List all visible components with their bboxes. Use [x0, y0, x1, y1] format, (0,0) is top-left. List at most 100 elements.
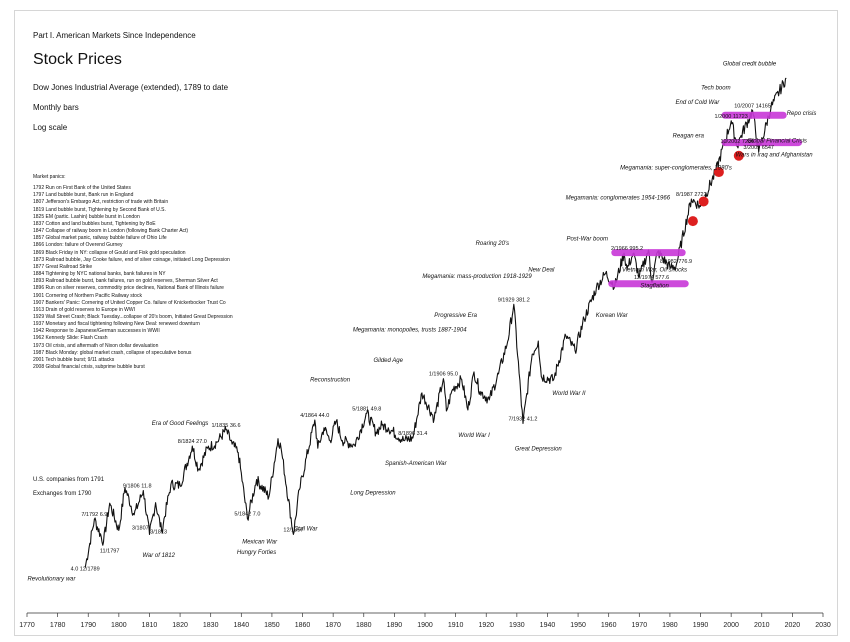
x-tick-label: 1820: [172, 622, 188, 629]
subtitle: Dow Jones Industrial Average (extended),…: [33, 83, 229, 92]
point-label: 7/1932 41.2: [508, 417, 537, 423]
x-tick-label: 1950: [570, 622, 586, 629]
chart-annotation: Global credit bubble: [723, 61, 777, 67]
chart-annotation: Gilded Age: [374, 358, 404, 364]
point-label: 5/1881 49.8: [352, 406, 381, 412]
panic-item: 1877 Great Railroad Strike: [33, 263, 93, 270]
panic-item: 1873 Railroad bubble, Jay Cooke failure,…: [33, 256, 230, 263]
panic-item: 1901 Cornering of Northern Pacific Railw…: [33, 292, 142, 299]
chart-annotation: Megamania: super-conglomerates, 1980's: [620, 166, 732, 172]
market-panics-heading: Market panics:: [33, 174, 66, 180]
point-label: 4.0 12/1789: [71, 567, 100, 573]
x-tick-label: 1790: [80, 622, 96, 629]
point-label: 1/1835 36.6: [211, 423, 240, 429]
panic-item: 1866 London: failure of Overend Gurney: [33, 242, 123, 249]
chart-annotation: Korean War: [596, 313, 629, 319]
x-tick-label: 1900: [417, 622, 433, 629]
chart-annotation: Wars in Iraq and Afghanistan: [735, 153, 813, 159]
point-label: 10/2002 7286: [720, 139, 754, 145]
panic-item: 1929 Wall Street Crash; Black Tuesday...…: [33, 313, 233, 320]
page-title: Stock Prices: [33, 51, 122, 68]
point-label: 11/1797: [100, 549, 119, 555]
x-tick-label: 2000: [723, 622, 739, 629]
panic-item: 1884 Tightening by NYC national banks, b…: [33, 271, 166, 278]
panic-item: 1869 Black Friday in NY: collapse of Gou…: [33, 249, 186, 256]
point-label: 8/1982 776.9: [660, 259, 692, 265]
x-tick-label: 2030: [815, 622, 831, 629]
chart-annotation: Revolutionary war: [27, 576, 76, 582]
panic-item: 1792 Run on First Bank of the United Sta…: [33, 185, 131, 192]
x-tick-label: 1960: [601, 622, 617, 629]
x-tick-label: 1880: [356, 622, 372, 629]
chart-annotation: Era of Good Feelings: [152, 421, 209, 427]
frequency-note: Monthly bars: [33, 103, 79, 112]
chart-annotation: Great Depression: [515, 446, 563, 452]
chart-annotation: Vietnam War, Oil shocks: [622, 268, 687, 274]
point-label: 12/1974 577.6: [634, 275, 669, 281]
panic-item: 1987 Black Monday: global market crash, …: [33, 349, 192, 356]
point-label: 8/1896 31.4: [398, 431, 427, 437]
chart-annotation: World War II: [552, 391, 586, 397]
panic-item: 1913 Drain of gold reserves to Europe in…: [33, 306, 135, 313]
panic-item: 1937 Monetary and fiscal tightening foll…: [33, 321, 200, 328]
chart-annotation: End of Cold War: [676, 100, 721, 106]
x-tick-label: 2020: [785, 622, 801, 629]
chart-annotation: Spanish-American War: [385, 461, 448, 467]
point-label: 2/1966 995.2: [611, 246, 643, 252]
panic-item: 2001 Tech bubble burst; 9/11 attacks: [33, 356, 115, 363]
x-tick-label: 1930: [509, 622, 525, 629]
chart-annotation: Megamania: monopolies, trusts 1887-1904: [353, 327, 467, 333]
chart-page: Part I. American Markets Since Independe…: [14, 10, 838, 636]
part-heading: Part I. American Markets Since Independe…: [33, 31, 196, 40]
panic-item: 1973 Oil crisis, and aftermath of Nixon …: [33, 342, 159, 349]
point-label: 4/1864 44.0: [300, 413, 329, 419]
chart-annotation: Hungry Forties: [237, 550, 276, 556]
chart-annotation: New Deal: [528, 268, 555, 274]
x-tick-label: 2010: [754, 622, 770, 629]
panic-item: 1896 Run on silver reserves, commodity p…: [33, 285, 224, 292]
companies-note: U.S. companies from 1791: [33, 477, 105, 483]
point-label: 8/1824 27.0: [178, 439, 207, 445]
chart-annotation: Megamania: conglomerates 1954-1966: [566, 195, 671, 201]
red-dot-marker: [698, 196, 709, 207]
point-label: 3/1807: [132, 525, 149, 531]
chart-annotation: War of 1812: [142, 553, 175, 559]
point-label: 10/2007 14165: [734, 104, 771, 110]
x-tick-label: 1770: [19, 622, 35, 629]
panic-item: 1807 Jefferson's Embargo Act, restrictio…: [33, 199, 169, 206]
scale-note: Log scale: [33, 123, 68, 132]
market-panics-list: Market panics: 1792 Run on First Bank of…: [33, 174, 333, 371]
chart-annotation: Reconstruction: [310, 378, 351, 384]
x-tick-label: 1990: [693, 622, 709, 629]
x-tick-label: 1890: [387, 622, 403, 629]
dow-price-line: [84, 77, 787, 568]
panic-item: 2008 Global financial crisis, subprime b…: [33, 364, 145, 371]
chart-annotation: Megamania: mass-production 1918-1929: [422, 274, 532, 280]
x-tick-label: 1980: [662, 622, 678, 629]
point-label: 3/1813: [150, 529, 167, 535]
chart-annotation: Reagan era: [673, 133, 705, 139]
x-tick-label: 1860: [295, 622, 311, 629]
point-label: 9/1806 11.8: [123, 483, 152, 489]
point-label: 7/1792 6.9: [81, 512, 107, 518]
exchanges-note: Exchanges from 1790: [33, 491, 92, 497]
point-label: 1/2000 11723: [715, 114, 748, 120]
chart-annotation: World War I: [458, 433, 490, 439]
panic-item: 1837 Cotton and land bubbles burst, Tigh…: [33, 220, 156, 227]
chart-annotation: Roaring 20's: [476, 241, 510, 247]
x-tick-label: 1870: [325, 622, 341, 629]
point-label: 8/1987 2722: [676, 192, 707, 198]
x-tick-label: 1830: [203, 622, 219, 629]
red-dot-marker: [713, 167, 724, 178]
panic-item: 1797 Land bubble burst, Bank run in Engl…: [33, 192, 134, 199]
point-label: 9/1929 381.2: [498, 297, 530, 303]
chart-annotation: Progressive Era: [434, 313, 477, 319]
x-tick-label: 1940: [540, 622, 556, 629]
x-tick-label: 1810: [142, 622, 158, 629]
chart-annotation: Global Financial Crisis: [747, 139, 807, 145]
chart-annotation: Repo crisis: [787, 111, 817, 117]
x-tick-label: 1800: [111, 622, 127, 629]
x-tick-label: 1970: [632, 622, 648, 629]
x-tick-label: 1850: [264, 622, 280, 629]
panic-item: 1857 Global market panic, railway bubble…: [33, 235, 167, 242]
